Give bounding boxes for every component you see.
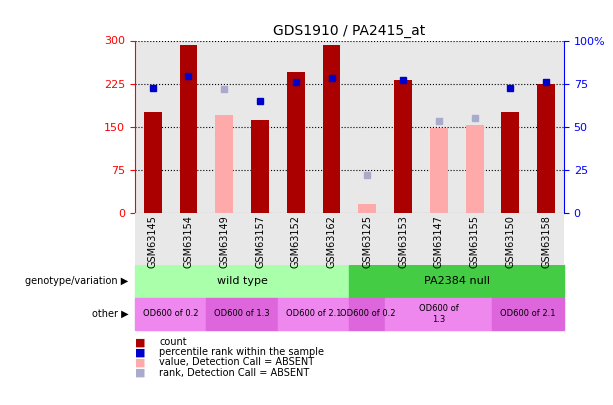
Text: wild type: wild type <box>217 277 267 286</box>
Bar <box>501 112 519 213</box>
Bar <box>215 115 233 213</box>
Text: GSM63153: GSM63153 <box>398 215 408 268</box>
Bar <box>207 213 242 265</box>
Text: ■: ■ <box>135 347 145 357</box>
Bar <box>135 265 349 298</box>
Text: GSM63157: GSM63157 <box>255 215 265 268</box>
Text: rank, Detection Call = ABSENT: rank, Detection Call = ABSENT <box>159 368 310 377</box>
Text: GSM63150: GSM63150 <box>505 215 516 268</box>
Bar <box>394 79 412 213</box>
Bar <box>528 40 564 213</box>
Text: genotype/variation ▶: genotype/variation ▶ <box>26 277 129 286</box>
Text: GSM63154: GSM63154 <box>183 215 194 268</box>
Bar <box>385 298 492 330</box>
Bar <box>349 298 385 330</box>
Bar <box>278 298 349 330</box>
Text: GSM63125: GSM63125 <box>362 215 372 268</box>
Bar <box>492 213 528 265</box>
Bar <box>492 298 564 330</box>
Title: GDS1910 / PA2415_at: GDS1910 / PA2415_at <box>273 24 425 38</box>
Bar <box>170 40 207 213</box>
Text: GSM63162: GSM63162 <box>327 215 337 268</box>
Text: count: count <box>159 337 187 347</box>
Text: OD600 of 2.1: OD600 of 2.1 <box>500 309 556 318</box>
Text: OD600 of 1.3: OD600 of 1.3 <box>215 309 270 318</box>
Text: GSM63152: GSM63152 <box>291 215 301 268</box>
Bar <box>170 213 207 265</box>
Text: OD600 of
1.3: OD600 of 1.3 <box>419 304 459 324</box>
Bar <box>242 40 278 213</box>
Text: GSM63145: GSM63145 <box>148 215 158 268</box>
Bar <box>135 40 170 213</box>
Text: OD600 of 0.2: OD600 of 0.2 <box>143 309 199 318</box>
Bar <box>135 213 170 265</box>
Text: ■: ■ <box>135 337 145 347</box>
Text: GSM63149: GSM63149 <box>219 215 229 268</box>
Bar <box>492 40 528 213</box>
Bar <box>359 204 376 213</box>
Bar <box>207 298 278 330</box>
Bar <box>278 40 314 213</box>
Bar <box>349 213 385 265</box>
Bar <box>457 40 492 213</box>
Bar <box>457 213 492 265</box>
Text: GSM63158: GSM63158 <box>541 215 551 268</box>
Bar <box>314 213 349 265</box>
Text: ■: ■ <box>135 368 145 377</box>
Bar <box>242 213 278 265</box>
Bar <box>207 40 242 213</box>
Bar <box>421 213 457 265</box>
Bar <box>385 40 421 213</box>
Text: PA2384 null: PA2384 null <box>424 277 490 286</box>
Bar <box>278 213 314 265</box>
Bar <box>421 40 457 213</box>
Bar <box>528 213 564 265</box>
Bar <box>287 72 305 213</box>
Text: other ▶: other ▶ <box>92 309 129 319</box>
Text: OD600 of 0.2: OD600 of 0.2 <box>340 309 395 318</box>
Text: GSM63155: GSM63155 <box>470 215 479 268</box>
Bar <box>349 265 564 298</box>
Bar <box>135 298 207 330</box>
Text: GSM63147: GSM63147 <box>434 215 444 268</box>
Bar <box>537 83 555 213</box>
Bar <box>144 112 162 213</box>
Text: percentile rank within the sample: percentile rank within the sample <box>159 347 324 357</box>
Bar <box>180 45 197 213</box>
Bar <box>322 45 340 213</box>
Bar <box>251 120 269 213</box>
Bar <box>466 126 484 213</box>
Text: OD600 of 2.1: OD600 of 2.1 <box>286 309 341 318</box>
Bar <box>349 40 385 213</box>
Text: ■: ■ <box>135 358 145 367</box>
Text: value, Detection Call = ABSENT: value, Detection Call = ABSENT <box>159 358 314 367</box>
Bar <box>314 40 349 213</box>
Bar <box>385 213 421 265</box>
Bar <box>430 128 447 213</box>
